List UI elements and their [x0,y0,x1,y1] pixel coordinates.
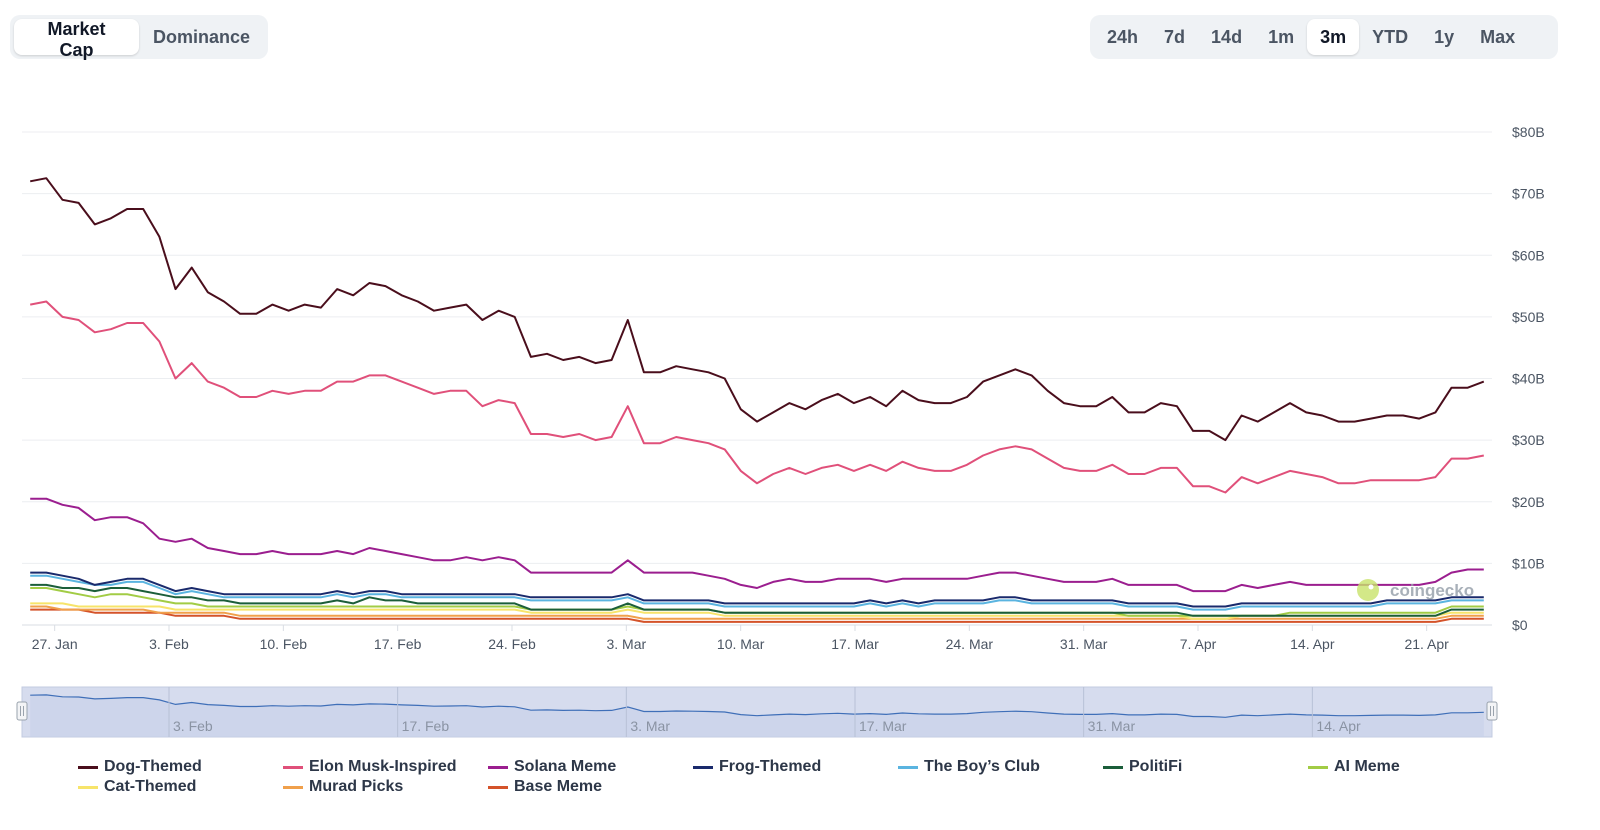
range-1m-button[interactable]: 1m [1255,19,1307,55]
watermark: coingecko [1357,579,1474,601]
x-tick-label: 21. Apr [1404,636,1449,652]
x-tick-label: 14. Apr [1290,636,1335,652]
x-tick-label: 3. Feb [149,636,189,652]
x-tick-label: 10. Feb [260,636,308,652]
legend-item-elon-musk-inspired[interactable]: Elon Musk-Inspired [283,758,457,776]
x-tick-label: 7. Apr [1180,636,1217,652]
legend-item-the-boy-s-club[interactable]: The Boy’s Club [898,758,1040,776]
navigator-left-handle[interactable] [16,701,28,721]
navigator-tick-label: 14. Apr [1316,718,1361,734]
legend-item-dog-themed[interactable]: Dog-Themed [78,758,202,776]
legend-label: PolitiFi [1129,758,1183,775]
tab-dominance[interactable]: Dominance [139,19,264,55]
y-tick-label: $40B [1512,371,1545,387]
range-24h-button[interactable]: 24h [1094,19,1151,55]
legend-label: Elon Musk-Inspired [309,758,457,775]
series-line-the-boy-s-club [30,574,1484,611]
navigator-tick-label: 3. Feb [173,718,213,734]
x-tick-label: 17. Mar [831,636,879,652]
x-tick-label: 24. Mar [946,636,994,652]
navigator-line [30,694,1484,718]
legend-swatch [693,765,713,769]
series-line-solana-meme [30,497,1484,593]
series-line-politifi [30,583,1484,617]
range-max-button[interactable]: Max [1467,19,1528,55]
y-tick-label: $80B [1512,124,1545,140]
legend-swatch [1308,765,1328,769]
x-tick-label: 24. Feb [488,636,536,652]
series-line-elon-musk-inspired [30,300,1484,494]
legend-item-politifi[interactable]: PolitiFi [1103,758,1182,776]
navigator-tick-label: 17. Mar [859,718,907,734]
legend-item-cat-themed[interactable]: Cat-Themed [78,778,196,796]
legend-item-base-meme[interactable]: Base Meme [488,778,602,796]
grid-lines [22,131,1492,626]
legend-swatch [898,765,918,769]
navigator-right-handle[interactable] [1486,701,1498,721]
range-navigator[interactable]: 3. Feb 17. Feb 3. Mar 17. Mar 31. Mar 14. Apr [16,686,1498,738]
range-7d-button[interactable]: 7d [1151,19,1198,55]
navigator-tick-label: 17. Feb [402,718,450,734]
legend-label: The Boy’s Club [924,758,1040,775]
y-tick-label: $10B [1512,555,1545,571]
view-toggle: Market Cap Dominance [10,15,268,60]
y-tick-label: $60B [1512,247,1545,263]
legend-label: Cat-Themed [104,778,197,795]
y-axis: $0 $10B $20B $30B $40B $50B $60B $70B $80B [1512,124,1545,633]
legend-swatch [1103,765,1123,769]
navigator-tick-label: 31. Mar [1088,718,1136,734]
x-tick-label: 31. Mar [1060,636,1108,652]
range-ytd-button[interactable]: YTD [1359,19,1421,55]
legend-label: Murad Picks [309,778,404,795]
legend-swatch [283,785,303,789]
x-tick-label: 27. Jan [32,636,78,652]
y-tick-label: $20B [1512,494,1545,510]
y-tick-label: $70B [1512,186,1545,202]
legend-swatch [78,785,98,789]
series-line-ai-meme [30,587,1484,617]
x-tick-label: 17. Feb [374,636,422,652]
range-1y-button[interactable]: 1y [1421,19,1467,55]
legend-label: AI Meme [1334,758,1400,775]
legend-label: Solana Meme [514,758,617,775]
series-lines [30,177,1485,623]
time-range-selector: 24h 7d 14d 1m 3m YTD 1y Max [1090,15,1558,59]
legend-label: Dog-Themed [104,758,202,775]
legend-swatch [283,765,303,769]
legend-item-frog-themed[interactable]: Frog-Themed [693,758,821,776]
legend-item-ai-meme[interactable]: AI Meme [1308,758,1400,776]
watermark-text: coingecko [1390,581,1474,600]
coingecko-logo-icon [1357,579,1379,601]
legend-swatch [488,785,508,789]
series-line-murad-picks [30,605,1484,620]
range-3m-button[interactable]: 3m [1307,19,1360,55]
x-axis: 27. Jan 3. Feb 10. Feb 17. Feb 24. Feb 3. Mar… [32,625,1449,652]
series-line-dog-themed [30,177,1485,442]
series-line-base-meme [30,608,1484,623]
legend-swatch [78,765,98,769]
range-14d-button[interactable]: 14d [1198,19,1255,55]
legend-label: Base Meme [514,778,603,795]
legend-swatch [488,765,508,769]
legend-item-solana-meme[interactable]: Solana Meme [488,758,616,776]
y-tick-label: $0 [1512,617,1528,633]
y-tick-label: $30B [1512,432,1545,448]
coingecko-logo-eye [1368,584,1374,590]
x-tick-label: 3. Mar [606,636,646,652]
tab-market-cap[interactable]: Market Cap [14,19,139,60]
legend-label: Frog-Themed [719,758,822,775]
series-line-frog-themed [30,571,1484,608]
legend-item-murad-picks[interactable]: Murad Picks [283,778,403,796]
x-tick-label: 10. Mar [717,636,765,652]
y-tick-label: $50B [1512,309,1545,325]
navigator-tick-label: 3. Mar [630,718,670,734]
